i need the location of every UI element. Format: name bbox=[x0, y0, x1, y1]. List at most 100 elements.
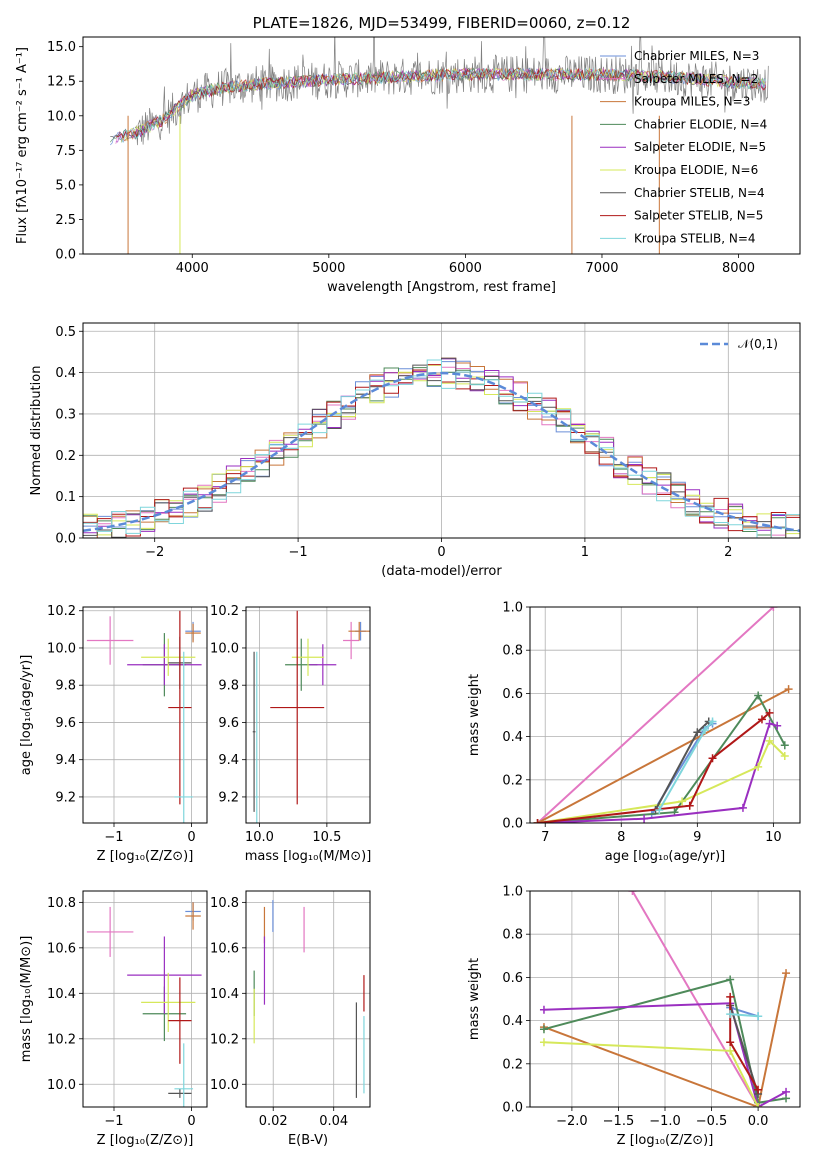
axes-6: 0.02 0.04 10.0 10.2 10.4 10.6 10.8 E(B-V) bbox=[210, 890, 371, 1148]
series-line-chabrier_miles bbox=[729, 1006, 759, 1018]
series-point-salpeter_miles bbox=[628, 891, 637, 895]
y-axis-label: Flux [fλ10⁻¹⁷ erg cm⁻² s⁻¹ A⁻¹] bbox=[15, 47, 30, 244]
axes-frame bbox=[82, 36, 801, 255]
plot-area bbox=[539, 891, 791, 1107]
series-point-salpeter_stelib bbox=[757, 715, 766, 724]
y-tick-label: 9.8 bbox=[218, 679, 239, 694]
series-point-salpeter_stelib bbox=[726, 992, 735, 1001]
axes-7: −2.0 −1.5 −1.0 −0.5 0.0 0.0 0.2 0.4 0.6 0.8 1.0 Z [… bbox=[467, 885, 801, 1148]
series-point-kroupa_stelib bbox=[726, 1010, 735, 1019]
y-tick-label: 10.2 bbox=[47, 604, 76, 619]
x-axis-label: age [log₁₀(age/yr)] bbox=[605, 849, 726, 864]
x-tick-label: 0.04 bbox=[319, 1114, 348, 1129]
x-axis-label: Z [log₁₀(Z/Z⊙)] bbox=[617, 1133, 714, 1148]
series-point-chabrier_elodie bbox=[539, 1025, 548, 1034]
x-tick-label: −1.0 bbox=[649, 1114, 681, 1129]
y-tick-label: 0.6 bbox=[502, 971, 523, 986]
x-axis-label: E(B-V) bbox=[288, 1133, 328, 1148]
x-tick-label: 8000 bbox=[722, 261, 755, 276]
series-point-salpeter_elodie bbox=[738, 803, 747, 812]
x-tick-label: 1 bbox=[581, 545, 589, 560]
series-point-salpeter_elodie bbox=[782, 1087, 791, 1096]
series-point-salpeter_stelib bbox=[754, 1085, 763, 1094]
x-tick-label: 7 bbox=[541, 830, 549, 845]
series-point-kroupa_elodie bbox=[678, 797, 687, 806]
series-point-kroupa_stelib bbox=[700, 726, 709, 735]
y-tick-label: 9.6 bbox=[55, 716, 76, 731]
axes-frame bbox=[529, 606, 801, 824]
plot-area bbox=[86, 610, 202, 823]
legend-label: Chabrier MILES, N=3 bbox=[634, 49, 759, 63]
y-tick-label: 0.2 bbox=[502, 1057, 523, 1072]
axes-frame bbox=[82, 606, 208, 824]
x-tick-label: 0.02 bbox=[259, 1114, 288, 1129]
legend-label: Kroupa MILES, N=3 bbox=[634, 95, 750, 109]
y-tick-label: 0.0 bbox=[55, 248, 76, 263]
x-tick-label: 10.5 bbox=[312, 830, 341, 845]
axes-0: 4000 5000 6000 7000 8000 0.0 2.5 5.0 7.5 10.0 12.5… bbox=[15, 14, 801, 295]
series-point-salpeter_elodie bbox=[539, 1005, 548, 1014]
y-tick-label: 10.0 bbox=[47, 1078, 76, 1093]
y-tick-label: 0.8 bbox=[502, 928, 523, 943]
y-tick-label: 0.6 bbox=[502, 687, 523, 702]
y-tick-label: 0.4 bbox=[55, 366, 76, 381]
x-tick-label: 6000 bbox=[449, 261, 482, 276]
grid-lines bbox=[83, 607, 207, 823]
x-tick-label: 0 bbox=[187, 830, 195, 845]
series-point-kroupa_elodie bbox=[754, 1103, 763, 1107]
series-line-salpeter_miles bbox=[631, 891, 759, 1107]
x-axis-label: mass [log₁₀(M/M⊙)] bbox=[245, 849, 372, 864]
y-axis-label: mass weight bbox=[467, 958, 482, 1040]
grid-lines bbox=[246, 891, 370, 1107]
chart-title: PLATE=1826, MJD=53499, FIBERID=0060, z=0… bbox=[253, 14, 631, 32]
x-tick-label: −1.5 bbox=[603, 1114, 635, 1129]
axes-5: −1 0 10.0 10.2 10.4 10.6 10.8 Z [log₁₀(Z/Z⊙)] ma… bbox=[19, 890, 208, 1148]
x-axis-label: Z [log₁₀(Z/Z⊙)] bbox=[97, 1133, 194, 1148]
series-point-salpeter_elodie bbox=[765, 719, 774, 728]
normal-curve bbox=[83, 371, 800, 533]
plot-area bbox=[253, 900, 365, 1098]
y-tick-label: 7.5 bbox=[55, 144, 76, 159]
y-tick-label: 10.2 bbox=[47, 1032, 76, 1047]
y-tick-label: 0.2 bbox=[55, 449, 76, 464]
series-line-salpeter_miles bbox=[536, 607, 775, 823]
legend-label: Kroupa STELIB, N=4 bbox=[634, 231, 756, 245]
y-tick-label: 9.4 bbox=[55, 753, 76, 768]
legend-label: Salpeter STELIB, N=5 bbox=[634, 209, 763, 223]
series-point-kroupa_stelib bbox=[655, 806, 664, 815]
y-tick-label: 10.8 bbox=[210, 896, 239, 911]
y-tick-label: 0.0 bbox=[55, 532, 76, 547]
y-tick-label: 0.5 bbox=[55, 325, 76, 340]
legend-label: Salpeter MILES, N=2 bbox=[634, 72, 758, 86]
y-tick-label: 9.8 bbox=[55, 679, 76, 694]
axes-frame bbox=[529, 890, 801, 1108]
y-tick-label: 1.0 bbox=[502, 601, 523, 616]
legend-label: 𝒩(0,1) bbox=[738, 337, 778, 351]
y-tick-label: 0.3 bbox=[55, 407, 76, 422]
y-tick-label: 10.8 bbox=[47, 896, 76, 911]
y-axis-label: mass [log₁₀(M/M⊙)] bbox=[19, 936, 34, 1063]
legend-label: Kroupa ELODIE, N=6 bbox=[634, 163, 758, 177]
axes-3: 10.0 10.5 9.2 9.4 9.6 9.8 10.0 10.2 mass [log₁₀(… bbox=[210, 604, 372, 864]
y-tick-label: 0.1 bbox=[55, 490, 76, 505]
series-point-salpeter_stelib bbox=[685, 801, 694, 810]
y-tick-label: 10.6 bbox=[47, 941, 76, 956]
x-tick-label: 0 bbox=[187, 1114, 195, 1129]
x-tick-label: 0 bbox=[437, 545, 445, 560]
y-tick-label: 0.0 bbox=[502, 1101, 523, 1116]
plot-area bbox=[83, 357, 800, 538]
grid-lines bbox=[83, 891, 207, 1107]
axes-2: −1 0 9.2 9.4 9.6 9.8 10.0 10.2 Z [log₁₀(Z/Z⊙)] ag… bbox=[19, 604, 208, 864]
axes-frame bbox=[82, 890, 208, 1108]
axes-4: 7 8 9 10 0.0 0.2 0.4 0.6 0.8 1.0 age [log₁₀(age/yr… bbox=[467, 601, 801, 864]
y-tick-label: 10.0 bbox=[47, 109, 76, 124]
x-tick-label: −1 bbox=[104, 830, 123, 845]
y-tick-label: 10.2 bbox=[210, 604, 239, 619]
y-tick-label: 9.2 bbox=[218, 790, 239, 805]
y-axis-label: mass weight bbox=[467, 674, 482, 756]
axes-1: −2 −1 0 1 2 0.0 0.1 0.2 0.3 0.4 0.5 (data-model)/er… bbox=[29, 322, 801, 579]
series-point-salpeter_miles bbox=[769, 607, 778, 611]
series-point-chabrier_elodie bbox=[754, 691, 763, 700]
series-point-kroupa_elodie bbox=[539, 1038, 548, 1047]
